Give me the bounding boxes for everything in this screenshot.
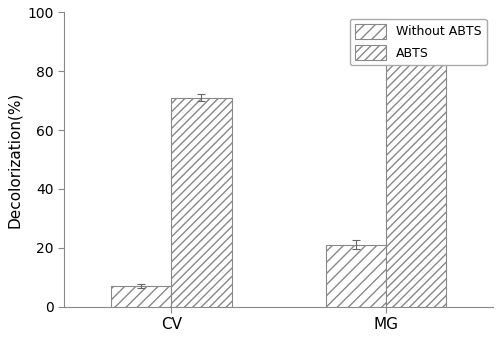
Y-axis label: Decolorization(%): Decolorization(%) [7,91,22,228]
Bar [112,286,172,307]
Bar [172,98,232,307]
Bar [326,245,386,307]
Bar [386,33,446,307]
Legend: Without ABTS, ABTS: Without ABTS, ABTS [350,19,487,65]
